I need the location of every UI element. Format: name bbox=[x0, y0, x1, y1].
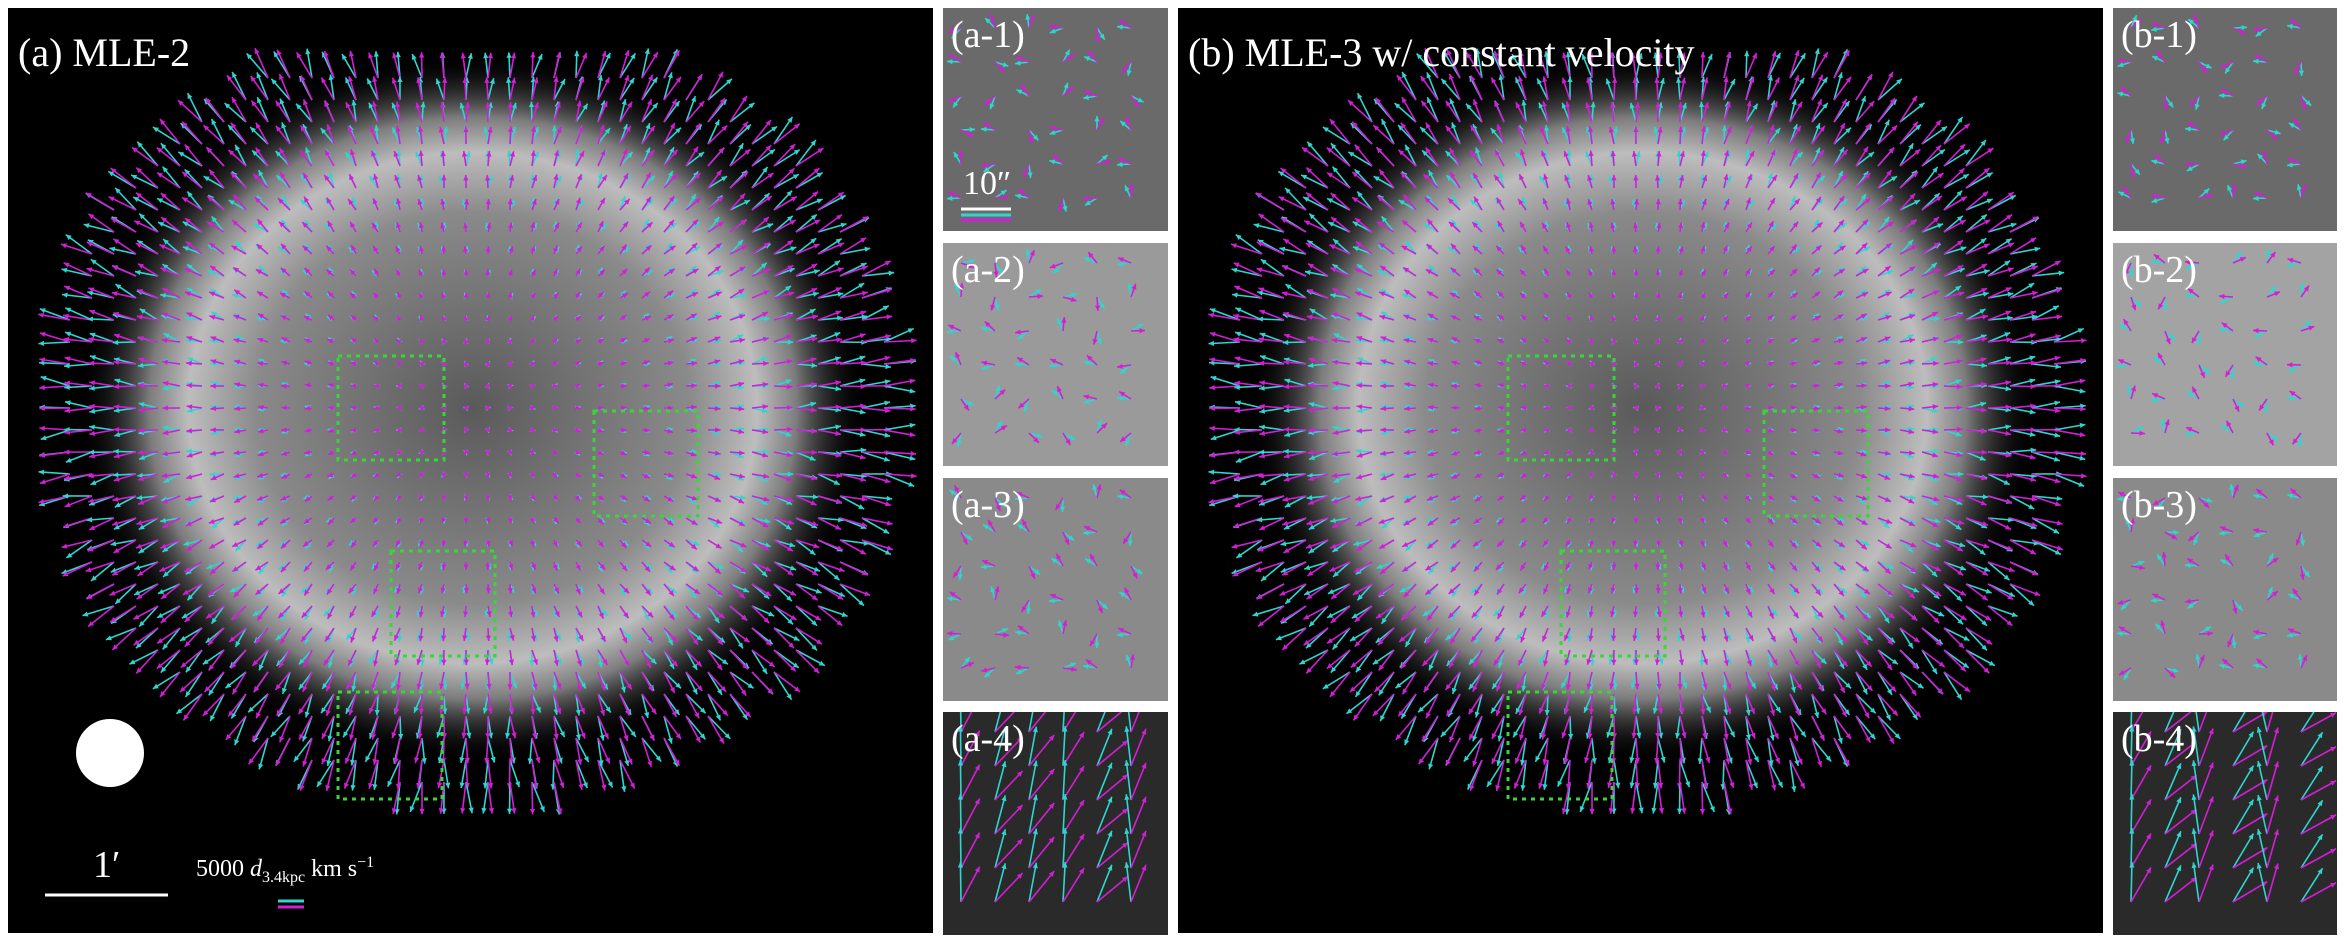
subpanel-a3-vectors bbox=[946, 484, 1143, 678]
panel-a-label: (a) MLE-2 bbox=[18, 30, 191, 75]
arcsec-label: 10″ bbox=[963, 165, 1012, 202]
subpanel-b2-label: (b-2) bbox=[2121, 249, 2197, 291]
psf-circle bbox=[76, 719, 144, 787]
velocity-sup: −1 bbox=[357, 854, 375, 871]
subpanel-a2: (a-2) bbox=[943, 243, 1168, 466]
subpanel-b4: (b-4) bbox=[2113, 712, 2337, 935]
zoom-box-3 bbox=[1559, 549, 1667, 658]
velocity-var: d bbox=[250, 856, 262, 882]
zoom-box-1 bbox=[336, 354, 446, 462]
panel-a-figure bbox=[38, 47, 917, 909]
subpanel-a3-label: (a-3) bbox=[951, 484, 1025, 526]
subpanel-a1-label: (a-1) bbox=[951, 14, 1025, 56]
zoom-box-3 bbox=[389, 549, 497, 658]
panel-b-figure bbox=[1208, 47, 2087, 815]
subpanel-b3: (b-3) bbox=[2113, 478, 2337, 701]
subpanel-a3: (a-3) bbox=[943, 478, 1168, 701]
panel-b-label: (b) MLE-3 w/ constant velocity bbox=[1188, 30, 1695, 75]
subpanel-a2-label: (a-2) bbox=[951, 249, 1025, 291]
subpanel-b1-label: (b-1) bbox=[2121, 14, 2197, 56]
subpanel-a1: (a-1) 10″ bbox=[943, 8, 1168, 231]
velocity-unit: km s bbox=[305, 856, 358, 882]
zoom-box-1 bbox=[1506, 354, 1616, 462]
zoom-box-2 bbox=[592, 409, 700, 518]
panel-b-image: (b) MLE-3 w/ constant velocity bbox=[1178, 8, 2103, 933]
zoom-box-2 bbox=[1762, 409, 1870, 518]
subpanel-b3-label: (b-3) bbox=[2121, 484, 2197, 526]
zoom-box-4 bbox=[336, 690, 444, 801]
velocity-prefix: 5000 bbox=[196, 856, 250, 882]
subpanel-b2-vectors bbox=[2116, 249, 2315, 447]
vector-field bbox=[1208, 47, 2087, 815]
vector-field bbox=[38, 47, 917, 815]
subpanel-b4-label: (b-4) bbox=[2121, 718, 2197, 760]
zoom-box-4 bbox=[1506, 690, 1614, 801]
velocity-scale-label: 5000 d3.4kpc km s−1 bbox=[196, 854, 374, 887]
subpanel-a4-label: (a-4) bbox=[951, 718, 1025, 760]
remnant-shell bbox=[78, 53, 868, 763]
subpanel-b1: (b-1) bbox=[2113, 8, 2337, 231]
arcmin-label: 1′ bbox=[93, 844, 121, 886]
subpanel-b1-vectors bbox=[2117, 14, 2312, 203]
subpanel-b4-vectors bbox=[2129, 712, 2337, 903]
subpanel-a4: (a-4) bbox=[943, 712, 1168, 935]
subpanel-a2-vectors bbox=[946, 249, 1146, 447]
remnant-shell bbox=[1248, 53, 2038, 763]
subpanel-b3-vectors bbox=[2116, 484, 2311, 681]
panel-a-image: (a) MLE-2 1′ 5000 d3.4kpc km s−1 bbox=[8, 8, 933, 933]
subpanel-a4-vectors bbox=[957, 712, 1147, 903]
velocity-sub: 3.4kpc bbox=[262, 868, 306, 886]
subpanel-a1-vectors bbox=[946, 14, 1144, 212]
subpanel-b2: (b-2) bbox=[2113, 243, 2337, 466]
